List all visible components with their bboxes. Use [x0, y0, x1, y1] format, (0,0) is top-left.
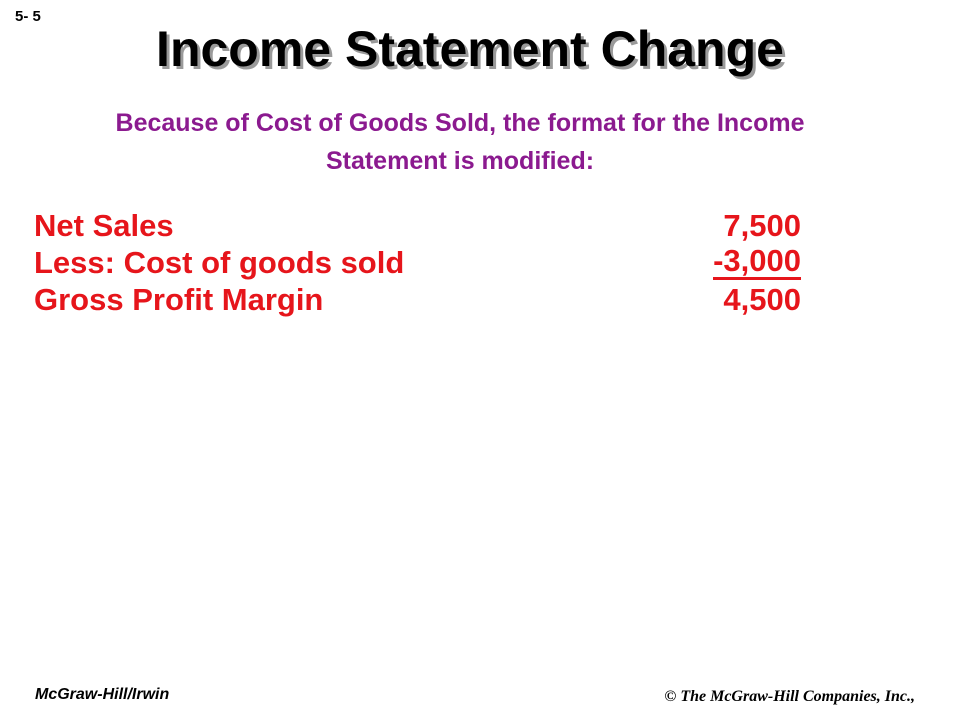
- net-sales-label: Net Sales: [34, 208, 174, 243]
- slide-title: Income Statement Change: [156, 21, 784, 77]
- income-statement: Net Sales 7,500 Less: Cost of goods sold…: [34, 207, 804, 318]
- footer-publisher: McGraw-Hill/Irwin: [35, 686, 170, 703]
- net-sales-amount: 7,500: [723, 208, 801, 243]
- cost-of-goods-sold-label: Less: Cost of goods sold: [34, 245, 405, 280]
- statement-row-gross-profit-margin: Gross Profit Margin 4,500: [34, 281, 804, 318]
- slide-subtitle: Because of Cost of Goods Sold, the forma…: [115, 109, 805, 175]
- statement-row-net-sales: Net Sales 7,500: [34, 207, 804, 244]
- gross-profit-margin-label: Gross Profit Margin: [34, 282, 324, 317]
- statement-row-cost-of-goods-sold: Less: Cost of goods sold -3,000: [34, 244, 804, 281]
- gross-profit-margin-amount: 4,500: [723, 282, 801, 317]
- slide-number: 5- 5: [15, 8, 41, 25]
- cost-of-goods-sold-amount: -3,000: [713, 243, 801, 280]
- footer-copyright: © The McGraw-Hill Companies, Inc.,: [664, 688, 915, 705]
